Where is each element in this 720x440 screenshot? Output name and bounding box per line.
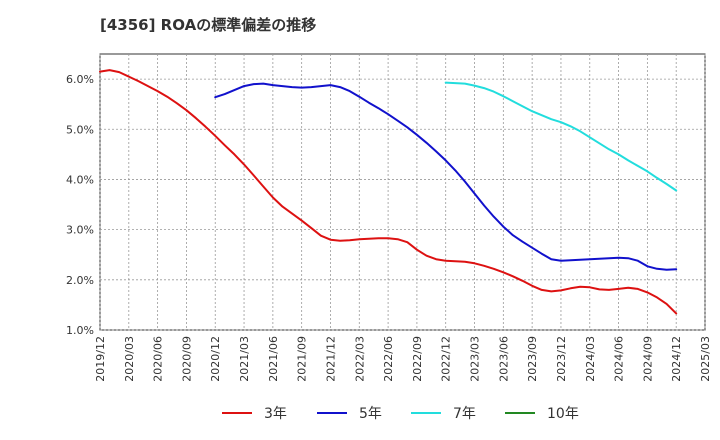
x-tick-label: 2022/12 bbox=[440, 336, 453, 382]
x-tick-label: 2021/09 bbox=[296, 336, 309, 382]
x-tick-label: 2021/03 bbox=[238, 336, 251, 382]
y-tick-label: 4.0% bbox=[66, 173, 94, 186]
x-tick-label: 2023/09 bbox=[526, 336, 539, 382]
x-tick-label: 2019/12 bbox=[94, 336, 107, 382]
series-line-5年 bbox=[214, 82, 678, 271]
legend-label: 7年 bbox=[453, 406, 476, 422]
legend-label: 10年 bbox=[547, 406, 579, 422]
x-tick-label: 2021/12 bbox=[324, 336, 337, 382]
y-tick-label: 2.0% bbox=[66, 274, 94, 287]
x-tick-label: 2022/06 bbox=[382, 336, 395, 382]
x-tick-label: 2020/12 bbox=[209, 336, 222, 382]
x-tick-label: 2021/06 bbox=[267, 336, 280, 382]
x-tick-label: 2024/06 bbox=[613, 336, 626, 382]
x-tick-label: 2025/03 bbox=[699, 336, 712, 382]
x-tick-label: 2024/03 bbox=[584, 336, 597, 382]
x-tick-label: 2022/03 bbox=[353, 336, 366, 382]
x-tick-label: 2020/09 bbox=[180, 336, 193, 382]
series-lines bbox=[99, 69, 678, 315]
axis-labels: 2019/12 2020/03 2020/06 2020/09 2020/12 2021/… bbox=[66, 73, 712, 382]
x-tick-label: 2024/12 bbox=[670, 336, 683, 382]
y-tick-label: 1.0% bbox=[66, 324, 94, 337]
x-tick-label: 2024/09 bbox=[641, 336, 654, 382]
legend-label: 3年 bbox=[264, 406, 287, 422]
x-tick-label: 2023/06 bbox=[497, 336, 510, 382]
y-tick-label: 6.0% bbox=[66, 73, 94, 86]
x-tick-label: 2023/12 bbox=[555, 336, 568, 382]
gridlines bbox=[99, 54, 706, 331]
y-tick-label: 5.0% bbox=[66, 123, 94, 136]
x-tick-label: 2022/09 bbox=[411, 336, 424, 382]
series-line-7年 bbox=[444, 81, 678, 192]
x-tick-label: 2020/06 bbox=[152, 336, 165, 382]
legend: 3年 5年 7年 10年 bbox=[222, 406, 579, 422]
x-tick-label: 2020/03 bbox=[123, 336, 136, 382]
x-tick-label: 2023/03 bbox=[469, 336, 482, 382]
y-tick-label: 3.0% bbox=[66, 224, 94, 237]
chart-title: [4356] ROAの標準偏差の推移 bbox=[100, 16, 317, 34]
legend-label: 5年 bbox=[359, 406, 382, 422]
series-line-3年 bbox=[99, 69, 678, 315]
